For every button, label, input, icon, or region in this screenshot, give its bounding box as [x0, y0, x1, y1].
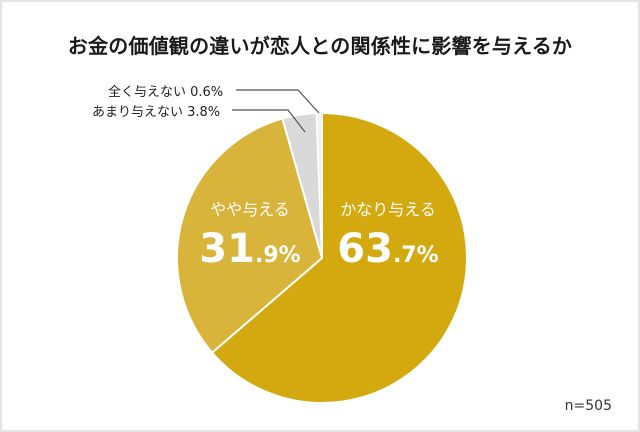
chart-title: お金の価値観の違いが恋人との関係性に影響を与えるか — [67, 34, 573, 58]
leader-line-amari — [232, 109, 306, 133]
callout-amari-ataenai: あまり与えない 3.8% — [92, 105, 221, 120]
sample-size: n=505 — [564, 398, 612, 414]
label-yaya-ataeru: やや与える 31.9% — [190, 196, 310, 272]
leader-line-mattaku — [236, 89, 320, 114]
slice-percent: 63.7% — [337, 226, 439, 272]
slice-yaya-ataeru — [176, 117, 324, 355]
slice-percent: 31.9% — [199, 226, 301, 272]
slice-name: やや与える — [210, 200, 290, 219]
slice-mattaku-ataenai — [315, 112, 323, 259]
callout-mattaku-ataenai: 全く与えない 0.6% — [108, 85, 224, 100]
label-kanari-ataeru: かなり与える 63.7% — [328, 196, 448, 272]
slice-kanari-ataeru — [210, 111, 468, 404]
slice-name: かなり与える — [340, 200, 436, 219]
